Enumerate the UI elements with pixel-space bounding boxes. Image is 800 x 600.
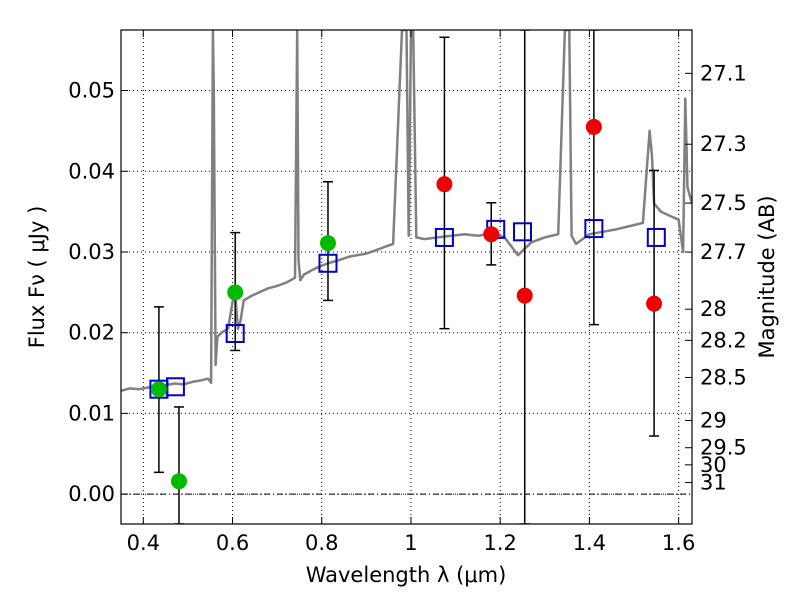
observed-flux-point [436, 176, 453, 193]
magnitude-tick-label: 27.7 [700, 240, 747, 264]
plot-frame [120, 29, 693, 525]
model-photometry-point [584, 219, 604, 239]
data-marks [121, 30, 692, 524]
x-tick-label: 0.8 [305, 531, 338, 555]
magnitude-tick-label: 28.2 [700, 328, 747, 352]
x-tick-label: 1.6 [662, 531, 695, 555]
right-axis-label: Magnitude (AB) [755, 195, 779, 358]
magnitude-tick-label: 27.1 [700, 61, 747, 85]
observed-flux-point [319, 235, 336, 252]
y-axis-label: Flux Fν ( μJy ) [25, 206, 49, 349]
x-tick-label: 1 [404, 531, 417, 555]
observed-flux-point [150, 381, 167, 398]
model-photometry-point [512, 222, 532, 242]
magnitude-tick-label: 28 [700, 297, 727, 321]
observed-flux-point [227, 284, 244, 301]
observed-flux-point [646, 295, 663, 312]
x-axis-label: Wavelength λ (μm) [306, 563, 507, 587]
magnitude-tick-label: 28.5 [700, 365, 747, 389]
magnitude-tick-label: 29 [700, 409, 727, 433]
x-tick-label: 0.6 [216, 531, 249, 555]
y-tick-label: 0.00 [68, 482, 115, 506]
x-tick-label: 0.4 [127, 531, 160, 555]
magnitude-tick-label: 27.3 [700, 132, 747, 156]
magnitude-tick-label: 27.5 [700, 191, 747, 215]
y-tick-label: 0.05 [68, 79, 115, 103]
magnitude-tick-label: 30 [700, 453, 727, 477]
model-photometry-point [165, 377, 185, 397]
x-tick-label: 1.2 [483, 531, 516, 555]
observed-flux-point [585, 118, 602, 135]
plot-area: 0.4 0.6 0.8 1 1.2 1.4 1.6 0.00 0.01 0.02 0.03 0.04 0… [68, 29, 747, 555]
y-tick-label: 0.04 [68, 159, 115, 183]
model-photometry-point [225, 324, 245, 344]
model-photometry-point [646, 227, 666, 247]
observed-flux-point [483, 226, 500, 243]
y-tick-label: 0.03 [68, 240, 115, 264]
observed-flux-point [516, 287, 533, 304]
y-tick-label: 0.01 [68, 401, 115, 425]
observed-flux-point [170, 473, 187, 490]
x-tick-label: 1.4 [573, 531, 606, 555]
magnitude-tick-label: 31 [700, 470, 727, 494]
model-photometry-point [318, 253, 338, 273]
y-tick-label: 0.02 [68, 321, 115, 345]
magnitude-tick-label: 29.5 [700, 436, 747, 460]
model-photometry-point [434, 227, 454, 247]
